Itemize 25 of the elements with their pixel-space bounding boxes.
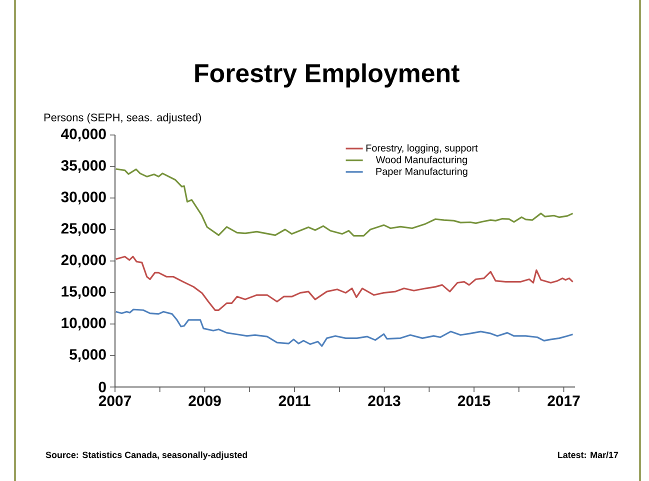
y-axis-title: Persons (SEPH, seas. adjusted) xyxy=(44,113,201,124)
x-tick-label: 2017 xyxy=(548,396,580,406)
source-note: Source: Statistics Canada, seasonally-adjusted xyxy=(46,452,248,460)
y-tick-label: 5,000 xyxy=(70,349,106,362)
chart-title: Forestry Employment xyxy=(195,63,460,88)
y-tick-label: 40,000 xyxy=(61,128,106,142)
legend-label: Paper Manufacturing xyxy=(376,168,468,177)
x-tick-label: 2013 xyxy=(368,396,400,406)
line-series xyxy=(115,168,574,237)
line-series xyxy=(115,256,574,311)
y-tick-label: 30,000 xyxy=(61,192,106,204)
y-tick-label: 10,000 xyxy=(62,318,106,330)
y-tick-label: 15,000 xyxy=(62,286,106,299)
x-tick-label: 2015 xyxy=(458,396,490,406)
legend-label: Wood Manufacturing xyxy=(376,156,467,166)
text: Latest: Mar/17 xyxy=(558,452,618,458)
line-series xyxy=(115,308,574,347)
y-tick-label: 25,000 xyxy=(61,223,106,236)
x-tick-label: 2009 xyxy=(188,396,221,406)
x-tick-label: 2007 xyxy=(98,396,131,406)
legend-label: Forestry, logging, support xyxy=(366,144,478,154)
y-tick-label: 0 xyxy=(98,382,106,392)
x-tick-label: 2011 xyxy=(278,396,310,406)
y-tick-label: 35,000 xyxy=(61,160,106,173)
y-tick-label: 20,000 xyxy=(61,254,106,268)
